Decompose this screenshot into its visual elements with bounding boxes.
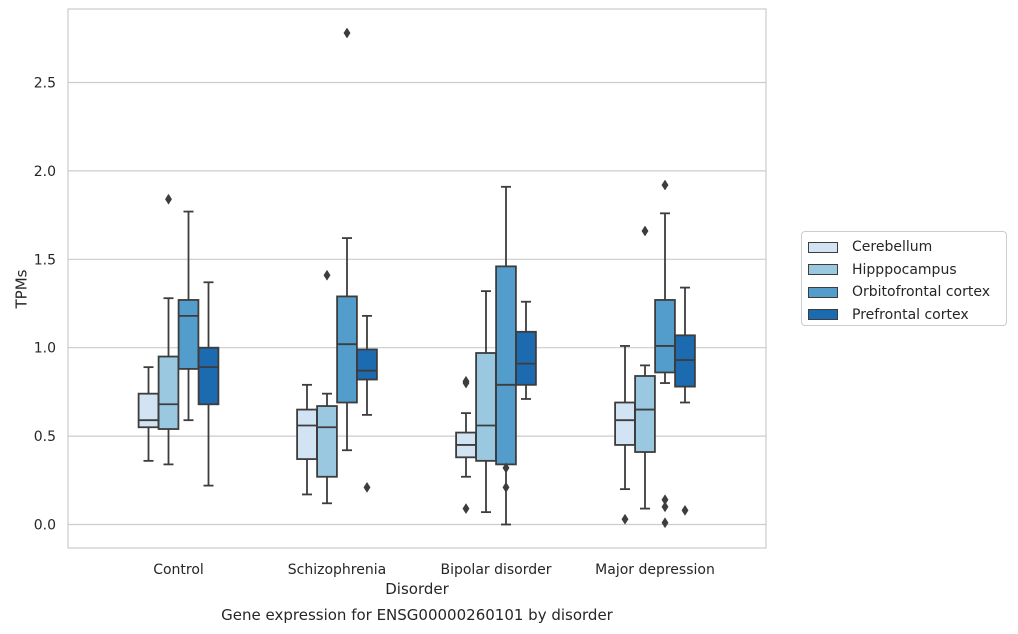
legend: Cerebellum Hipppocampus Orbitofrontal cort… (801, 231, 1007, 326)
y-tick-label: 1.0 (34, 341, 56, 357)
legend-label: Orbitofrontal cortex (852, 284, 990, 301)
legend-swatch (808, 309, 838, 321)
x-tick-label: Major depression (595, 562, 715, 578)
outlier-point (462, 377, 470, 389)
chart-caption: Gene expression for ENSG00000260101 by d… (221, 606, 613, 624)
outlier-point (681, 504, 689, 516)
box (515, 330, 537, 386)
y-tick-label: 2.0 (34, 164, 56, 180)
y-tick-label: 1.5 (34, 252, 56, 268)
outlier-point (343, 27, 351, 39)
outlier-point (661, 517, 669, 529)
y-axis-label: TPMs (12, 269, 31, 309)
outlier-point (661, 179, 669, 191)
legend-item: Cerebellum (808, 236, 1006, 259)
y-tick-label: 2.5 (34, 76, 56, 92)
box (475, 352, 497, 462)
box (654, 299, 676, 374)
box (137, 392, 160, 429)
outlier-point (641, 225, 649, 237)
legend-swatch (808, 286, 838, 298)
legend-item: Hipppocampus (808, 259, 1006, 282)
box (296, 408, 318, 460)
outlier-point (323, 269, 331, 281)
legend-label: Prefrontal cortex (852, 306, 969, 323)
legend-swatch (808, 241, 838, 253)
outlier-point (621, 513, 629, 525)
outlier-point (363, 481, 371, 493)
y-tick-label: 0.5 (34, 429, 56, 445)
box (336, 295, 358, 404)
legend-item: Prefrontal cortex (808, 304, 1006, 327)
legend-label: Cerebellum (852, 239, 933, 256)
outlier-point (502, 481, 510, 493)
box (197, 346, 220, 406)
legend-swatch (808, 264, 838, 276)
plot-area (67, 8, 767, 549)
legend-label: Hipppocampus (852, 261, 957, 278)
legend-item: Orbitofrontal cortex (808, 281, 1006, 304)
x-axis-label: Disorder (385, 580, 449, 598)
x-tick-label: Bipolar disorder (440, 562, 551, 578)
outlier-point (502, 462, 510, 474)
y-tick-label: 0.0 (34, 518, 56, 534)
box (177, 299, 200, 370)
x-tick-label: Control (153, 562, 204, 578)
box (316, 405, 338, 478)
box (157, 355, 180, 430)
outlier-point (661, 501, 669, 513)
x-tick-label: Schizophrenia (288, 562, 386, 578)
box (614, 401, 636, 446)
outlier-point (165, 193, 172, 205)
outlier-point (462, 503, 470, 515)
box (634, 375, 656, 453)
box (495, 265, 517, 466)
box (356, 348, 378, 381)
